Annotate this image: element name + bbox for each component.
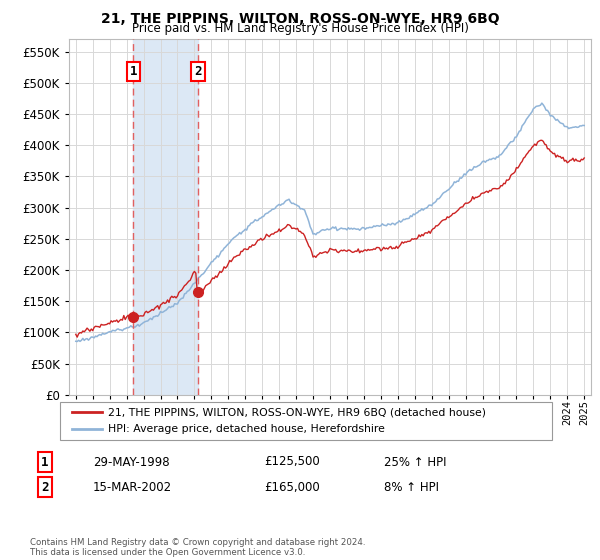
Text: 2: 2 [194, 65, 202, 78]
Bar [133, 39, 198, 395]
Text: 15-MAR-2002: 15-MAR-2002 [93, 480, 172, 494]
Text: 25% ↑ HPI: 25% ↑ HPI [384, 455, 446, 469]
Text: HPI: Average price, detached house, Herefordshire: HPI: Average price, detached house, Here… [108, 424, 385, 434]
Text: 1: 1 [41, 455, 49, 469]
Text: £165,000: £165,000 [264, 480, 320, 494]
Text: 21, THE PIPPINS, WILTON, ROSS-ON-WYE, HR9 6BQ (detached house): 21, THE PIPPINS, WILTON, ROSS-ON-WYE, HR… [108, 407, 486, 417]
Text: 29-MAY-1998: 29-MAY-1998 [93, 455, 170, 469]
Text: 1: 1 [130, 65, 137, 78]
Text: 21, THE PIPPINS, WILTON, ROSS-ON-WYE, HR9 6BQ: 21, THE PIPPINS, WILTON, ROSS-ON-WYE, HR… [101, 12, 499, 26]
Text: 8% ↑ HPI: 8% ↑ HPI [384, 480, 439, 494]
Text: Price paid vs. HM Land Registry's House Price Index (HPI): Price paid vs. HM Land Registry's House … [131, 22, 469, 35]
Text: £125,500: £125,500 [264, 455, 320, 469]
Text: 2: 2 [41, 480, 49, 494]
Text: Contains HM Land Registry data © Crown copyright and database right 2024.
This d: Contains HM Land Registry data © Crown c… [30, 538, 365, 557]
